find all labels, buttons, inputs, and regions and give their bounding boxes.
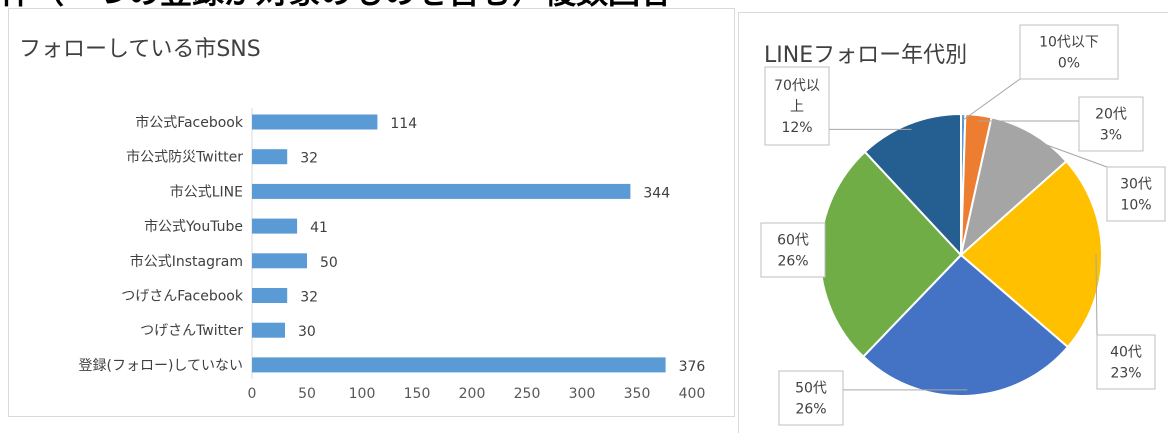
pie-percent-label: 26% <box>777 254 808 270</box>
bar-value-label: 30 <box>298 324 316 340</box>
pie-slice <box>863 112 962 258</box>
bar-category-label: 市公式YouTube <box>144 218 243 235</box>
pie-label-box <box>764 66 830 146</box>
pie-label-box <box>1096 334 1156 390</box>
bar-category-label: 市公式防災Twitter <box>126 149 243 166</box>
bar <box>252 114 378 130</box>
bar <box>252 253 307 269</box>
bar-value-label: 376 <box>679 359 706 375</box>
pie-leader-line <box>1029 138 1108 168</box>
bar <box>252 218 298 234</box>
bar <box>252 183 631 199</box>
pie-slice <box>959 116 1068 258</box>
bar-chart: 市公式Facebook 114 市公式防災Twitter 32 市公式LINE 344 市公… <box>78 108 706 402</box>
x-tick-label: 350 <box>624 386 651 402</box>
pie-percent-label: 3% <box>1100 128 1122 144</box>
bar-category-label: つげさんTwitter <box>140 323 243 339</box>
bar <box>252 288 288 303</box>
pie-percent-label: 23% <box>1110 366 1141 382</box>
bar-category-label: 市公式Instagram <box>130 253 243 270</box>
pie-category-label: 30代 <box>1120 177 1152 193</box>
bar-category-label: 市公式LINE <box>170 183 243 200</box>
x-tick-label: 400 <box>679 386 706 402</box>
pie-category-label: 70代以 <box>774 78 820 94</box>
x-tick-label: 200 <box>459 386 486 402</box>
x-tick-label: 50 <box>298 386 316 402</box>
pie-chart-panel: LINEフォロー年代別 10代以下 0% 20代 3% 30代 10% 40代 23% 50代 2… <box>738 12 1168 433</box>
x-tick-label: 0 <box>248 386 257 402</box>
bar-category-label: 登録(フォロー)していない <box>78 358 243 374</box>
bar <box>252 357 666 373</box>
x-tick-label: 100 <box>349 386 376 402</box>
bar-value-label: 50 <box>320 255 338 271</box>
bar-value-label: 114 <box>390 116 417 132</box>
pie-category-label: 20代 <box>1095 107 1127 123</box>
pie-leader-line <box>1095 253 1098 336</box>
pie-chart-title: LINEフォロー年代別 <box>764 43 968 68</box>
pie-percent-label: 10% <box>1120 198 1151 214</box>
bar-value-label: 32 <box>300 290 318 306</box>
pie-label-box <box>760 222 826 278</box>
bar-value-label: 32 <box>300 151 318 167</box>
pie-leader-line <box>962 78 1021 121</box>
bar <box>252 322 285 338</box>
bar <box>252 149 288 165</box>
pie-slice <box>861 253 1070 397</box>
pie-label-box <box>1019 24 1119 80</box>
pie-percent-label: 12% <box>781 120 812 136</box>
x-tick-label: 150 <box>404 386 431 402</box>
pie-chart: 10代以下 0% 20代 3% 30代 10% 40代 23% 50代 26% 60代 26% 70代以… <box>760 24 1166 426</box>
pie-slice <box>959 159 1103 349</box>
pie-label-box <box>1106 166 1166 222</box>
x-tick-label: 300 <box>569 386 596 402</box>
pie-label-box <box>778 370 844 426</box>
bar-category-label: つげさんFacebook <box>121 289 244 305</box>
header-text: 件（一つの登録が対象のものを含む）複数回答 <box>0 0 1175 12</box>
pie-percent-label: 0% <box>1058 56 1080 72</box>
bar-chart-panel: フォローしている市SNS 市公式Facebook 114 市公式防災Twitter 3… <box>8 8 735 417</box>
pie-category-label: 40代 <box>1110 345 1142 361</box>
bar-category-label: 市公式Facebook <box>135 114 244 131</box>
x-tick-label: 250 <box>514 386 541 402</box>
pie-label-box <box>1078 96 1144 152</box>
pie-category-label: 50代 <box>795 381 827 397</box>
bar-value-label: 344 <box>643 185 670 201</box>
pie-category-label: 上 <box>790 99 804 115</box>
bar-value-label: 41 <box>310 220 328 236</box>
bar-chart-title: フォローしている市SNS <box>19 37 261 62</box>
pie-percent-label: 26% <box>795 402 826 418</box>
pie-category-label: 60代 <box>777 233 809 249</box>
pie-category-label: 10代以下 <box>1039 35 1099 51</box>
